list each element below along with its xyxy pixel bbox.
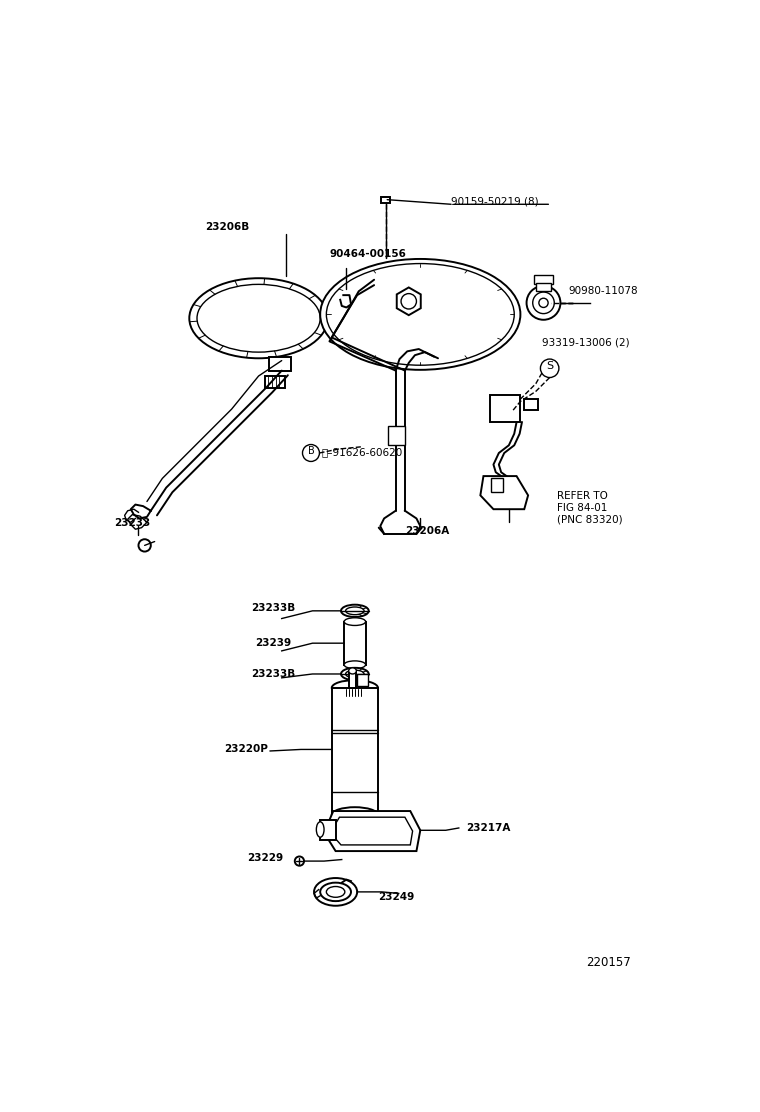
Text: 93319-13006 (2): 93319-13006 (2) [542, 337, 629, 347]
Bar [349, 671, 356, 688]
Text: 90159-50219 (8): 90159-50219 (8) [451, 197, 539, 207]
Circle shape [401, 294, 416, 309]
Text: 23206B: 23206B [204, 222, 249, 232]
Ellipse shape [332, 807, 378, 823]
Ellipse shape [320, 259, 521, 370]
Ellipse shape [346, 671, 364, 678]
Circle shape [302, 445, 319, 461]
Bar [536, 282, 551, 290]
Ellipse shape [314, 878, 357, 906]
Bar [381, 197, 391, 202]
Text: S: S [546, 361, 554, 371]
Text: 23206A: 23206A [405, 526, 449, 536]
Text: 90464-00156: 90464-00156 [329, 249, 407, 259]
Circle shape [527, 286, 560, 320]
Circle shape [295, 856, 304, 866]
Ellipse shape [316, 822, 324, 837]
Text: 23249: 23249 [378, 892, 414, 902]
Ellipse shape [349, 668, 356, 674]
Ellipse shape [326, 886, 345, 897]
Circle shape [539, 298, 548, 307]
Bar [344, 622, 366, 665]
Circle shape [533, 292, 554, 314]
Ellipse shape [346, 607, 364, 615]
Ellipse shape [344, 661, 366, 668]
Polygon shape [397, 287, 421, 315]
Text: 23229: 23229 [247, 853, 283, 863]
Text: B: B [308, 446, 315, 456]
Text: 23217A: 23217A [467, 823, 511, 833]
Bar [534, 275, 553, 285]
Polygon shape [324, 811, 420, 851]
Bar [332, 688, 378, 815]
Text: 23233B: 23233B [251, 668, 295, 678]
Circle shape [138, 539, 150, 552]
Bar [357, 674, 368, 686]
Ellipse shape [320, 883, 351, 901]
Text: 23239: 23239 [255, 638, 291, 648]
Ellipse shape [189, 278, 328, 358]
Ellipse shape [341, 605, 369, 617]
Bar [524, 399, 538, 410]
Bar [264, 376, 285, 388]
Bar [269, 357, 291, 370]
Bar [320, 821, 336, 840]
Text: 23233: 23233 [114, 518, 150, 528]
Ellipse shape [197, 285, 320, 353]
Ellipse shape [344, 618, 366, 625]
Circle shape [540, 359, 559, 378]
Bar [491, 478, 503, 493]
Bar [489, 395, 521, 423]
Text: Ⓑ–91626-60620: Ⓑ–91626-60620 [321, 447, 403, 457]
Text: 220157: 220157 [586, 956, 631, 969]
Ellipse shape [326, 264, 515, 365]
Polygon shape [330, 817, 413, 845]
Text: REFER TO
FIG 84-01
(PNC 83320): REFER TO FIG 84-01 (PNC 83320) [557, 492, 623, 525]
Ellipse shape [341, 668, 369, 681]
Polygon shape [480, 476, 528, 509]
Text: 90980-11078: 90980-11078 [568, 286, 638, 296]
Text: 23220P: 23220P [224, 744, 268, 754]
Bar [388, 426, 405, 445]
Ellipse shape [332, 681, 378, 695]
Text: 23233B: 23233B [251, 603, 295, 613]
